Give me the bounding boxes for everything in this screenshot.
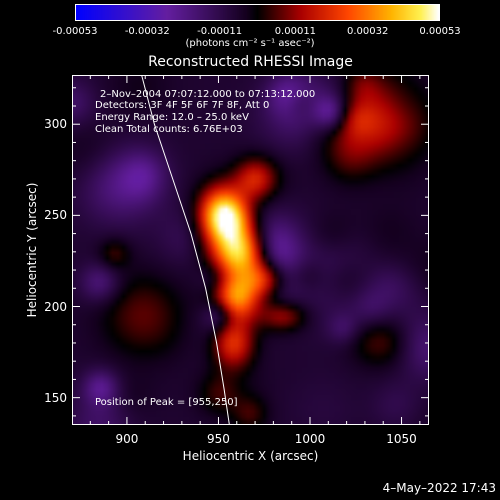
colorbar-tick-label: -0.00032 (124, 26, 170, 37)
footer-timestamp: 4–May–2022 17:43 (382, 481, 496, 495)
annotation-clean: Clean Total counts: 6.76E+03 (95, 124, 243, 135)
annotation-time: 2–Nov–2004 07:07:12.000 to 07:13:12.000 (100, 89, 316, 100)
axis-ticks (72, 75, 429, 425)
annotation-energy: Energy Range: 12.0 – 25.0 keV (95, 112, 249, 123)
x-axis-label: Heliocentric X (arcsec) (182, 449, 319, 463)
colorbar-label: (photons cm⁻² s⁻¹ asec⁻²) (185, 38, 315, 49)
chart-title: Reconstructed RHESSI Image (148, 54, 353, 70)
heatmap-plot (72, 75, 429, 425)
colorbar-tick-label: 0.00011 (274, 26, 317, 37)
plot-frame (72, 75, 429, 425)
colorbar (75, 4, 440, 21)
x-tick-label: 950 (207, 432, 230, 446)
y-tick-label: 250 (44, 208, 67, 223)
x-tick-label: 1000 (294, 432, 326, 446)
x-tick-label: 1050 (386, 432, 417, 446)
y-tick-label: 150 (44, 390, 67, 405)
y-tick-label: 200 (44, 299, 67, 314)
annotation-peak: Position of Peak = [955,250] (95, 397, 238, 408)
y-axis-label: Heliocentric Y (arcsec) (25, 182, 39, 318)
colorbar-tick-label: -0.00011 (197, 26, 243, 37)
colorbar-tick-label: 0.00053 (419, 26, 461, 37)
annotation-detectors: Detectors: 3F 4F 5F 6F 7F 8F, Att 0 (95, 100, 270, 111)
heatmap-image (72, 75, 429, 425)
x-tick-label: 900 (115, 432, 139, 446)
y-tick-label: 300 (44, 117, 67, 132)
colorbar-tick-label: -0.00053 (52, 26, 98, 37)
solar-limb-line (141, 75, 230, 425)
colorbar-tick-label: 0.00032 (347, 26, 389, 37)
